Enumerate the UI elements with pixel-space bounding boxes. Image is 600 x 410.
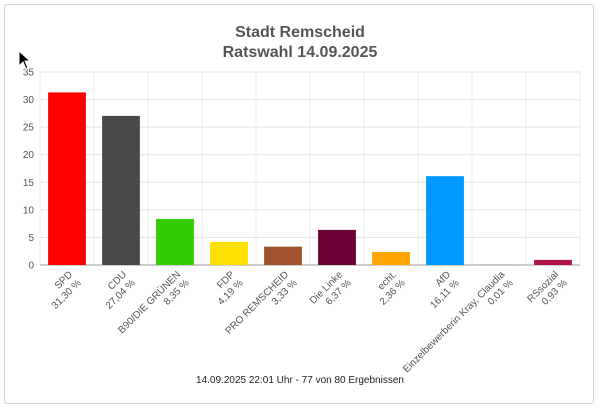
bar xyxy=(534,259,572,265)
y-tick-label: 0 xyxy=(28,261,34,272)
y-tick-label: 20 xyxy=(23,150,35,161)
x-tick-label: FDP4,19 % xyxy=(207,269,246,308)
chart-title: Stadt Remscheid xyxy=(235,24,365,41)
y-tick-label: 5 xyxy=(28,233,34,244)
x-tick-label: AfD16,11 % xyxy=(420,269,462,311)
bar xyxy=(156,218,194,265)
x-tick-label: echt.2,36 % xyxy=(369,269,407,307)
bar xyxy=(264,246,302,265)
x-tick-label: Die Linke6,37 % xyxy=(308,269,354,315)
bar xyxy=(480,264,518,265)
y-tick-label: 10 xyxy=(23,205,35,216)
bar xyxy=(48,92,86,265)
bar xyxy=(102,115,140,266)
y-tick-label: 35 xyxy=(23,68,35,79)
y-tick-label: 25 xyxy=(23,123,35,134)
chart-subtitle: Ratswahl 14.09.2025 xyxy=(222,44,378,61)
mouse-pointer-icon xyxy=(18,50,32,70)
bar xyxy=(318,229,356,265)
x-tick-label: CDU27,04 % xyxy=(95,269,137,311)
bar xyxy=(426,176,464,265)
x-tick-label: RSsozial0,93 % xyxy=(525,269,569,313)
results-footer: 14.09.2025 22:01 Uhr - 77 von 80 Ergebni… xyxy=(196,375,404,386)
y-tick-label: 15 xyxy=(23,178,35,189)
y-tick-label: 30 xyxy=(23,95,35,106)
x-tick-label: SPD31,30 % xyxy=(41,269,83,311)
bar xyxy=(210,241,248,265)
bar xyxy=(372,251,410,265)
